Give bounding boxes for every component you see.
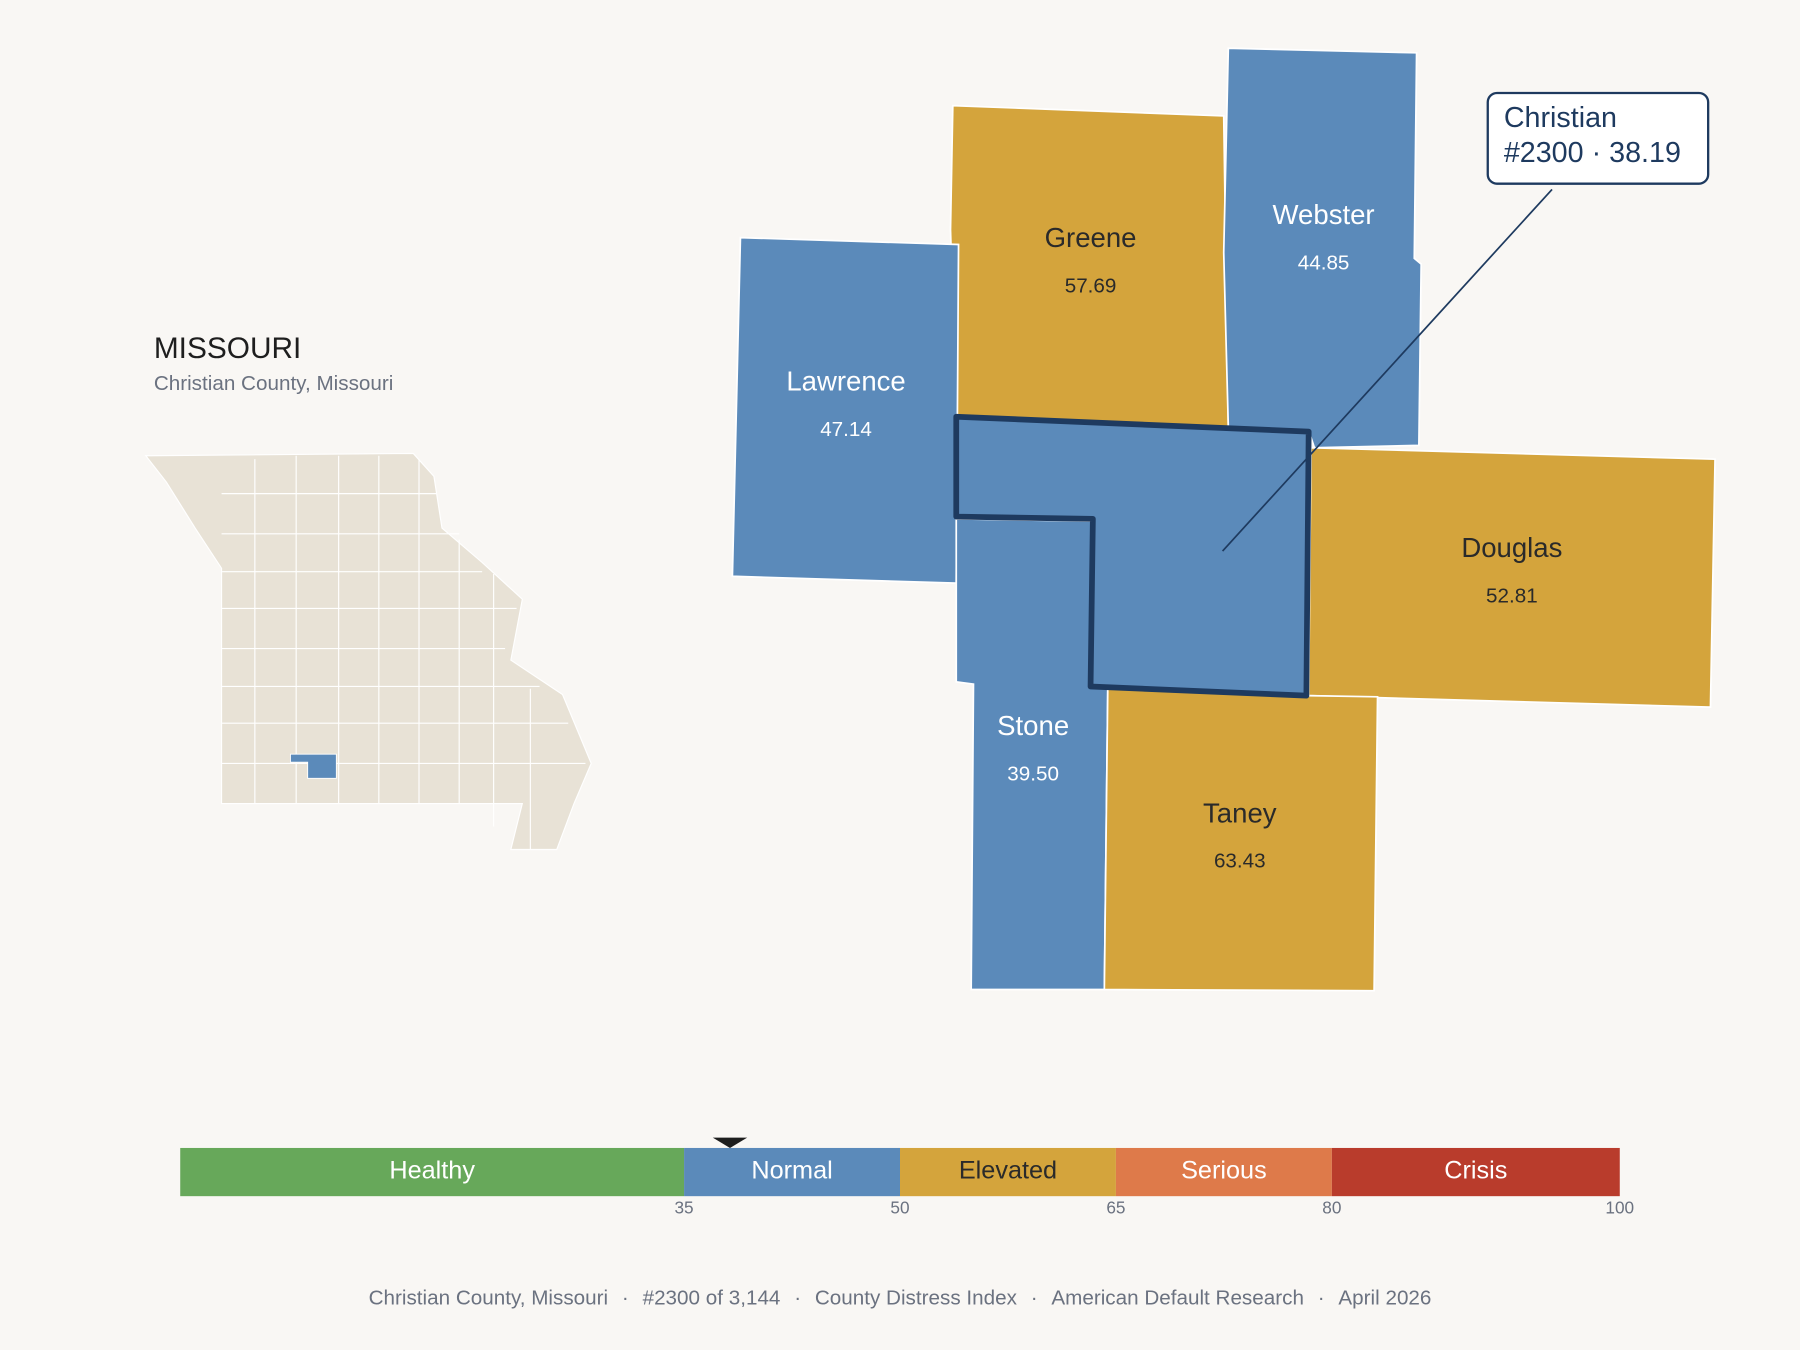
callout-score: 38.19 — [1609, 136, 1681, 168]
county — [1307, 446, 1716, 709]
county — [1222, 47, 1423, 449]
county-map: Greene 57.69 Webster 44.85 Lawrence 47.14 Doug… — [731, 47, 1716, 992]
subtitle: Christian County, Missouri — [154, 372, 394, 395]
selected-county — [953, 413, 1312, 699]
county-value: 63.43 — [1214, 850, 1266, 873]
footer-part: #2300 of 3,144 — [643, 1287, 781, 1310]
selected-county-inset — [289, 753, 337, 779]
county-name: Greene — [1045, 222, 1137, 253]
county-borders — [221, 455, 586, 850]
band-label: Serious — [1181, 1157, 1267, 1185]
tick-label: 80 — [1322, 1197, 1341, 1217]
callout-detail: #2300 · 38.19 — [1504, 136, 1681, 168]
county-value: 47.14 — [820, 418, 872, 441]
callout: Christian #2300 · 38.19 — [1221, 91, 1710, 552]
county-value: 52.81 — [1486, 584, 1538, 607]
scale-band — [900, 1147, 1116, 1197]
band-label: Healthy — [389, 1157, 475, 1185]
tick-label: 65 — [1106, 1197, 1125, 1217]
county-value: 57.69 — [1065, 274, 1117, 297]
tick-label: 50 — [890, 1197, 909, 1217]
callout-separator: · — [1592, 136, 1602, 168]
band-label: Crisis — [1444, 1157, 1507, 1185]
score-marker — [712, 1137, 748, 1148]
footer-separator: · — [1318, 1287, 1325, 1310]
scale-band — [1331, 1147, 1620, 1197]
county — [731, 236, 960, 585]
footer-part: Christian County, Missouri — [369, 1287, 609, 1310]
county-name: Stone — [997, 710, 1069, 741]
footer-separator: · — [1031, 1287, 1038, 1310]
county-name: Webster — [1273, 199, 1375, 230]
state-shape — [144, 452, 592, 851]
footer-part: American Default Research — [1051, 1287, 1304, 1310]
county-value: 39.50 — [1007, 762, 1059, 785]
county-name: Taney — [1203, 797, 1277, 828]
county — [1103, 687, 1379, 992]
footer-separator: · — [794, 1287, 801, 1310]
tick-label: 100 — [1605, 1197, 1634, 1217]
callout-box — [1486, 91, 1710, 185]
footer-separator: · — [622, 1287, 629, 1310]
state-title: MISSOURI — [154, 332, 302, 365]
scale-band — [1115, 1147, 1332, 1197]
scale-band — [684, 1147, 900, 1197]
state-inset — [144, 452, 592, 851]
county — [955, 518, 1109, 991]
county — [949, 104, 1230, 428]
county-value: 44.85 — [1298, 251, 1350, 274]
callout-rank: #2300 — [1504, 136, 1584, 168]
scale-band — [180, 1147, 685, 1197]
footer: Christian County, Missouri · #2300 of 3,14… — [369, 1287, 1432, 1310]
county-name: Douglas — [1461, 532, 1562, 563]
distress-scale: Healthy Normal Elevated Serious Crisis 35 50 65… — [180, 1137, 1634, 1217]
callout-leader — [1221, 188, 1553, 552]
callout-name: Christian — [1504, 102, 1617, 134]
county-name: Lawrence — [786, 366, 905, 397]
band-label: Elevated — [959, 1157, 1057, 1185]
tick-label: 35 — [674, 1197, 693, 1217]
footer-part: County Distress Index — [815, 1287, 1018, 1310]
band-label: Normal — [751, 1157, 832, 1185]
footer-part: April 2026 — [1338, 1287, 1431, 1310]
